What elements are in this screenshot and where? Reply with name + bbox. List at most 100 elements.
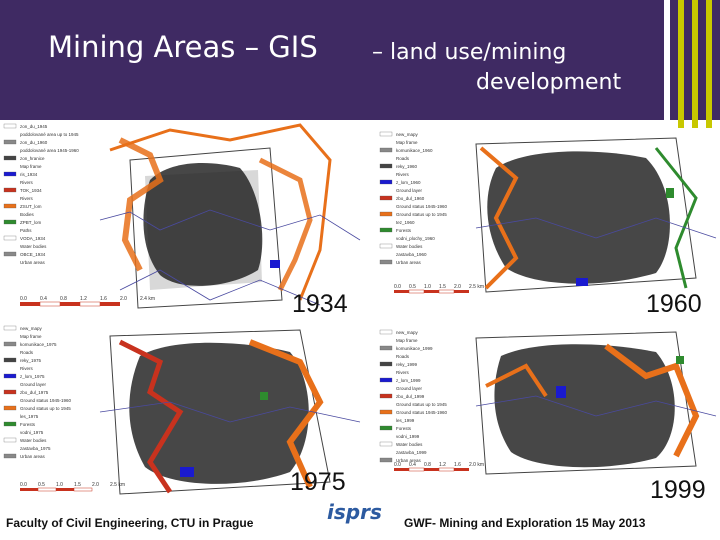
legend-entry: z_lom_1999	[396, 378, 421, 383]
scale-label: 0.4	[409, 462, 416, 468]
scale-label: 0.5	[409, 284, 416, 290]
legend-entry: Forests	[396, 228, 412, 233]
year-label-1975: 1975	[290, 468, 346, 496]
slide-title: Mining Areas – GIS	[48, 30, 318, 64]
legend-swatch	[379, 195, 393, 201]
legend-entry: Rivers	[396, 370, 410, 375]
legend-entry: ZSUT_lom	[20, 204, 42, 209]
legend-swatch	[379, 179, 393, 185]
scale-label: 2.0 km	[469, 462, 484, 468]
map-panel-1960: new_mapy Map frame komunikace_1960 Roads rek…	[376, 128, 720, 298]
scale-label: 2.0	[454, 284, 461, 290]
accent-stripe	[678, 0, 684, 128]
legend-entry: Water bodies	[20, 244, 47, 249]
legend-entry: Water bodies	[396, 244, 423, 249]
legend-swatch	[379, 361, 393, 367]
legend-swatch	[3, 341, 17, 347]
legend-entry: les_1975	[20, 414, 39, 419]
map-graphic	[475, 137, 717, 293]
legend-swatch	[379, 441, 393, 447]
legend-entry: Map frame	[20, 334, 42, 339]
legend-entry: Map frame	[396, 140, 418, 145]
legend-entry: Rivers	[396, 172, 410, 177]
legend-entry: komunikace_1999	[396, 346, 433, 351]
map-panel-1934: zon_du_1945 poddolované area up to 1945 zo…	[0, 120, 376, 320]
legend-entry: Map frame	[396, 338, 418, 343]
legend-entry: Ground status up to 1945	[396, 212, 447, 217]
slide-header	[0, 0, 720, 120]
legend-entry: Ground layer	[396, 386, 423, 391]
year-label-1999: 1999	[650, 476, 706, 504]
scale-bar: 0.0 0.5 1.0 1.5 2.0 2.5 km	[20, 482, 125, 492]
legend-entry: Water bodies	[396, 442, 423, 447]
slide-subtitle-line2: development	[476, 70, 622, 95]
legend-entry: new_mapy	[396, 330, 419, 335]
slide-subtitle: – land use/mining	[372, 40, 567, 65]
scale-label: 0.5	[38, 482, 45, 488]
legend-swatch	[379, 227, 393, 233]
scale-label: 2.5 km	[110, 482, 125, 488]
scale-label: 0.8	[424, 462, 431, 468]
map-graphic	[99, 123, 361, 309]
legend-swatch	[3, 453, 17, 459]
map-legend: zon_du_1945 poddolované area up to 1945 zo…	[3, 123, 79, 265]
legend-entry: Rivers	[20, 180, 34, 185]
year-label-1960: 1960	[646, 290, 702, 318]
legend-entry: OBCE_1934	[20, 252, 46, 257]
scale-label: 2.0	[92, 482, 99, 488]
scale-label: 1.5	[74, 482, 81, 488]
legend-entry: new_mapy	[396, 132, 419, 137]
legend-entry: Ground status up to 1945	[20, 406, 71, 411]
map-legend: new_mapy Map frame komunikace_1975 Roads rek…	[3, 325, 72, 459]
scale-label: 1.2	[439, 462, 446, 468]
scale-label: 0.0	[20, 296, 27, 302]
legend-entry: TOK_1934	[20, 188, 42, 193]
legend-entry: ris_1934	[20, 172, 38, 177]
isprs-logo: isprs	[327, 500, 382, 524]
footer-institution: Faculty of Civil Engineering, CTU in Pra…	[6, 516, 254, 530]
legend-swatch	[379, 457, 393, 463]
legend-entry: Urban areas	[20, 260, 46, 265]
legend-swatch	[3, 187, 17, 193]
legend-entry: Forests	[396, 426, 412, 431]
legend-swatch	[379, 393, 393, 399]
legend-swatch	[379, 131, 393, 137]
legend-entry: zon_du_1960	[20, 140, 48, 145]
legend-swatch	[379, 409, 393, 415]
legend-entry: Paths	[20, 228, 32, 233]
legend-swatch	[3, 219, 17, 225]
legend-entry: vodni_1975	[20, 430, 44, 435]
legend-entry: poddolované area up to 1945	[20, 132, 79, 137]
legend-swatch	[379, 425, 393, 431]
scale-label: 1.6	[454, 462, 461, 468]
legend-entry: zon_du_1945	[20, 124, 48, 129]
map-panel-1975: new_mapy Map frame komunikace_1975 Roads rek…	[0, 322, 372, 502]
accent-stripe	[706, 0, 712, 128]
legend-entry: reky_1960	[396, 164, 418, 169]
legend-swatch	[3, 357, 17, 363]
map-graphic	[99, 329, 361, 495]
legend-swatch	[379, 147, 393, 153]
legend-swatch	[3, 373, 17, 379]
scale-label: 2.5 km	[469, 284, 484, 290]
legend-swatch	[3, 139, 17, 145]
legend-swatch	[3, 325, 17, 331]
scale-label: 0.4	[40, 296, 47, 302]
legend-entry: Ground status 1945-1960	[396, 204, 448, 209]
legend-swatch	[379, 329, 393, 335]
legend-swatch	[379, 345, 393, 351]
accent-stripe	[692, 0, 698, 128]
map-panel-1999: new_mapy Map frame komunikace_1999 Roads rek…	[376, 326, 720, 476]
legend-swatch	[3, 171, 17, 177]
legend-entry: z_lom_1975	[20, 374, 45, 379]
scale-label: 0.0	[20, 482, 27, 488]
legend-entry: Urban areas	[20, 454, 46, 459]
legend-entry: Forests	[20, 422, 36, 427]
scale-label: 1.0	[56, 482, 63, 488]
map-graphic	[475, 331, 717, 475]
legend-entry: VODA_1934	[20, 236, 46, 241]
scale-label: 2.4 km	[140, 296, 155, 302]
legend-entry: zastavba_1999	[396, 450, 427, 455]
legend-entry: Ground layer	[396, 188, 423, 193]
footer-event: GWF- Mining and Exploration 15 May 2013	[404, 516, 646, 530]
